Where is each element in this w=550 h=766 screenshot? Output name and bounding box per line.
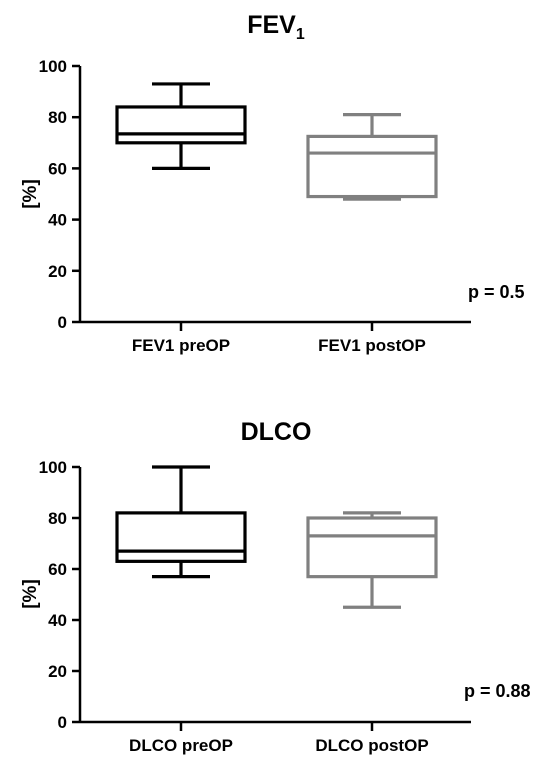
dlco-p-value: p = 0.88 [464,681,531,701]
fev1-panel: FEV1 [%] 0 20 40 60 80 100 FEV1 preOP FEV1 pos… [20,11,525,355]
iqr-box [306,516,438,579]
fev1-p-value: p = 0.5 [468,282,525,302]
iqr-box [115,511,247,563]
fev1-box-preop [115,82,247,170]
fev1-y-tick-label: 0 [58,313,67,332]
dlco-category-label: DLCO postOP [315,736,428,755]
iqr-box [306,134,438,199]
dlco-y-axis-label: [%] [20,579,41,609]
fev1-title: FEV1 [247,11,305,43]
dlco-y-tick-label: 40 [48,611,67,630]
fev1-y-axis-label: [%] [20,179,41,209]
dlco-y-tick-label: 60 [48,560,67,579]
fev1-y-tick-label: 60 [48,159,67,178]
dlco-y-tick-label: 20 [48,662,67,681]
fev1-category-label: FEV1 postOP [318,336,426,355]
dlco-title: DLCO [241,418,312,446]
fev1-title-subscript: 1 [296,26,305,43]
dlco-category-label: DLCO preOP [129,736,233,755]
dlco-y-tick-label: 80 [48,509,67,528]
fev1-y-tick-label: 20 [48,262,67,281]
fev1-box-postop [306,113,438,201]
fev1-y-tick-label: 80 [48,108,67,127]
fev1-y-tick-label: 100 [39,57,67,76]
iqr-box [115,105,247,145]
dlco-box-preop [115,465,247,579]
dlco-y-tick-label: 100 [39,458,67,477]
dlco-panel: DLCO [%] 0 20 40 60 80 100 DLCO preOP DLCO pos… [20,418,531,755]
dlco-y-tick-label: 0 [58,713,67,732]
dlco-box-postop [306,511,438,609]
fev1-y-tick-label: 40 [48,211,67,230]
fev1-category-label: FEV1 preOP [132,336,230,355]
